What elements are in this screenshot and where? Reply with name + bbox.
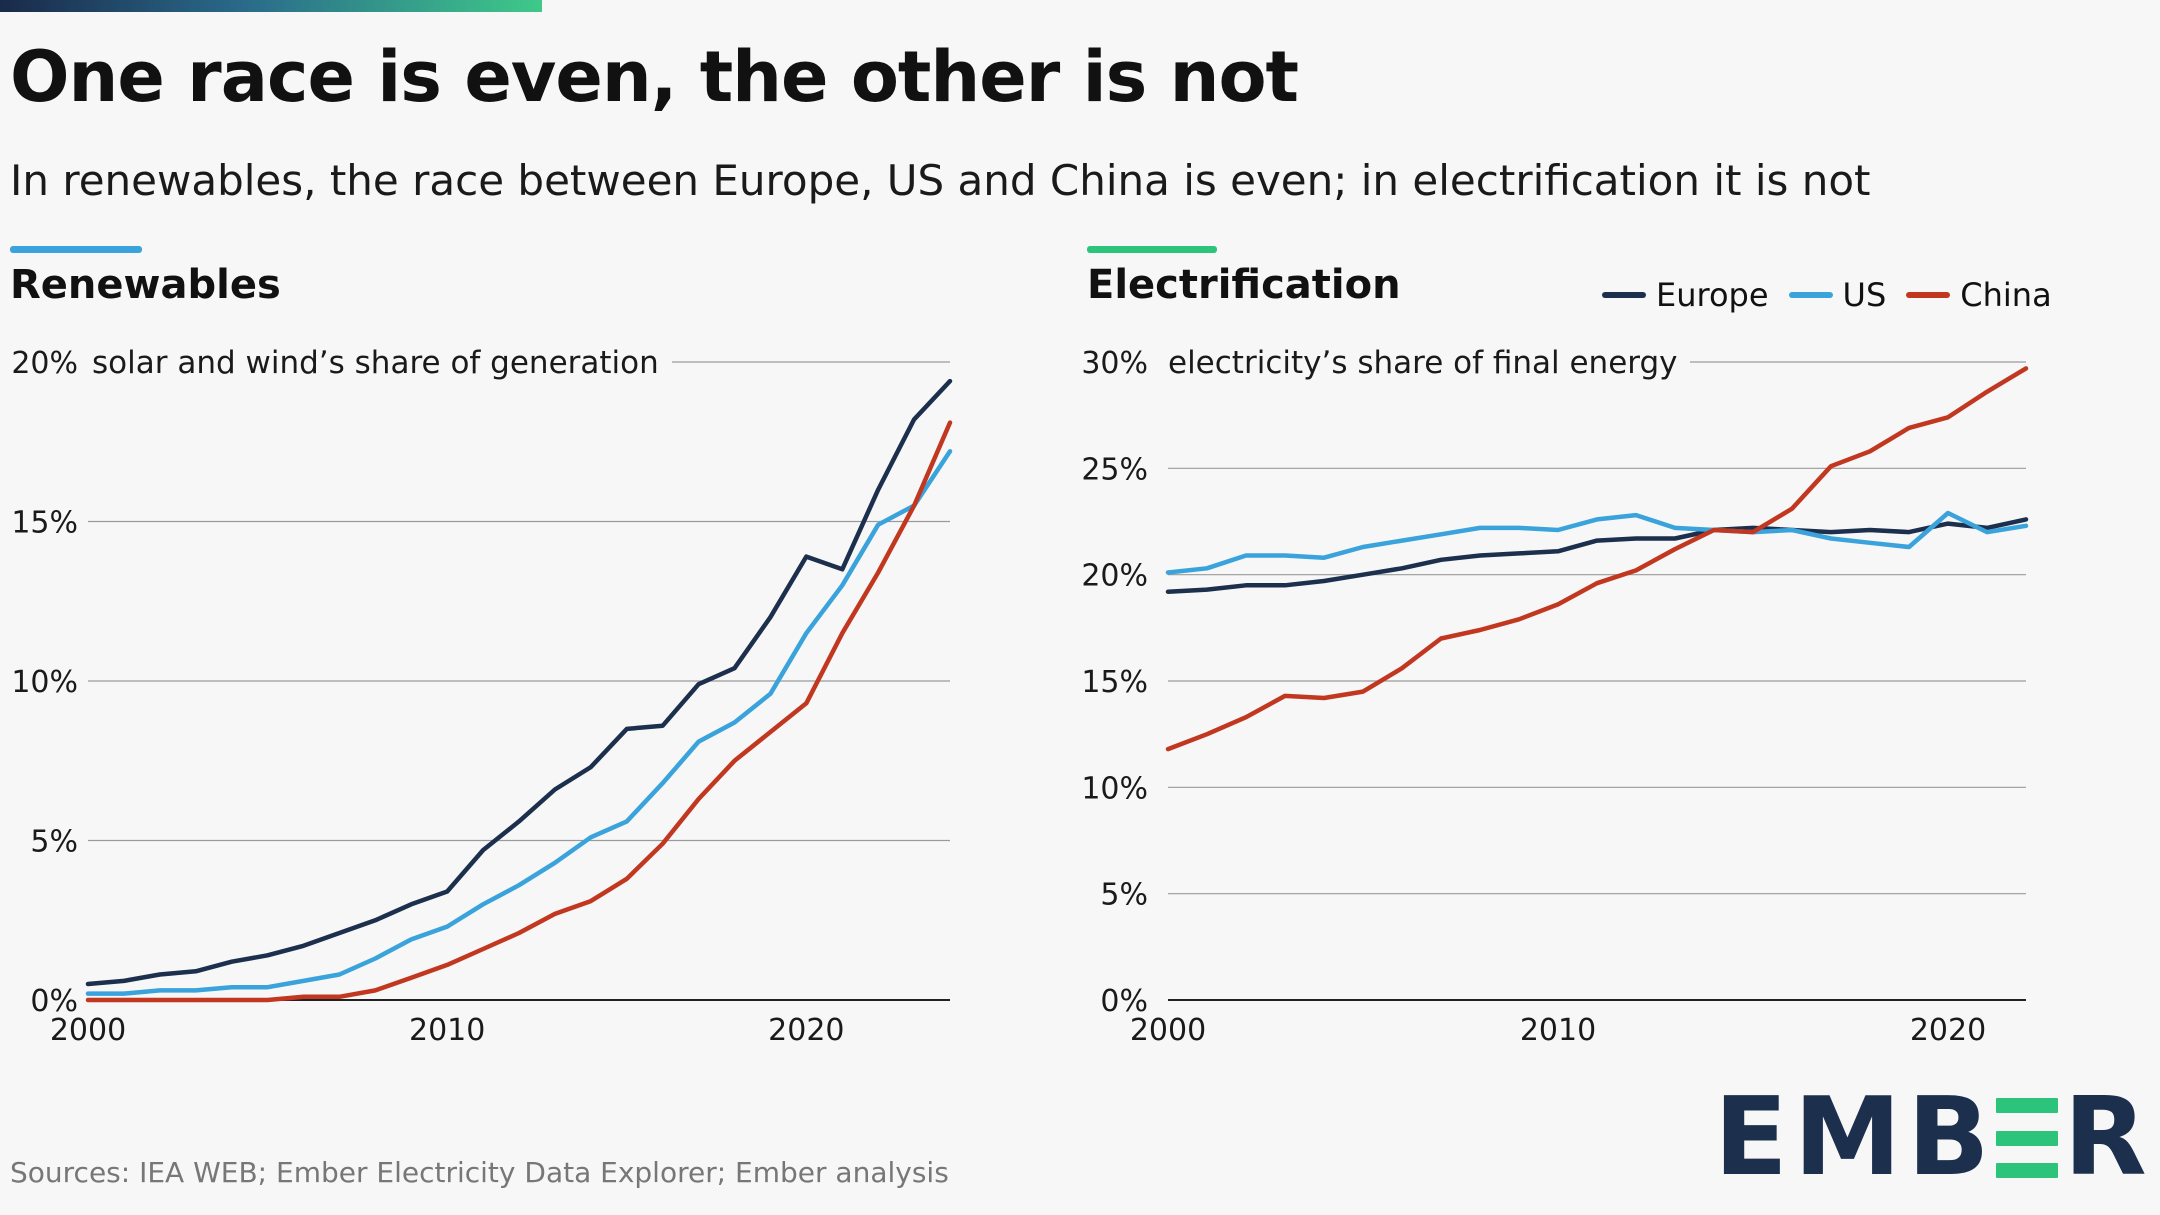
legend-swatch-us <box>1788 292 1833 298</box>
electrification-x-tick-label: 2020 <box>1910 1013 1986 1048</box>
legend-item-china: China <box>1906 276 2052 314</box>
electrification-y-tick-label: 20% <box>1081 559 1148 594</box>
chart-legend: Europe US China <box>1602 276 2052 314</box>
renewables-series-line-us <box>85 449 953 996</box>
renewables-x-tick-label: 2000 <box>50 1013 126 1048</box>
legend-item-europe: Europe <box>1602 276 1769 314</box>
legend-label-us: US <box>1842 276 1887 314</box>
electrification-y-axis-label: electricity’s share of final energy <box>1168 345 1678 381</box>
renewables-series-line-china <box>85 420 953 1003</box>
renewables-y-tick-label: 10% <box>11 665 78 700</box>
electrification-y-tick-label: 0% <box>1100 984 1148 1019</box>
renewables-y-tick-label: 5% <box>30 825 78 860</box>
electrification-accent-bar <box>1087 246 1217 253</box>
renewables-accent-bar <box>10 246 142 253</box>
renewables-y-tick-label: 0% <box>30 984 78 1019</box>
renewables-chart: 0% 5% 10% 15% 20% solar and wind’s share of g… <box>11 345 953 1048</box>
legend-swatch-europe <box>1602 292 1646 298</box>
electrification-x-tick-label: 2000 <box>1130 1013 1206 1048</box>
legend-label-europe: Europe <box>1656 276 1769 314</box>
legend-swatch-china <box>1906 292 1951 298</box>
electrification-x-tick-label: 2010 <box>1520 1013 1596 1048</box>
renewables-series-line-europe <box>85 378 953 987</box>
renewables-x-tick-label: 2010 <box>409 1013 485 1048</box>
electrification-y-tick-label: 5% <box>1100 878 1148 913</box>
electrification-y-tick-label: 10% <box>1081 771 1148 806</box>
top-accent-bar <box>0 0 542 12</box>
electrification-y-tick-label: 15% <box>1081 665 1148 700</box>
renewables-panel-title: Renewables <box>10 262 281 308</box>
electrification-y-tick-label: 25% <box>1081 452 1148 487</box>
renewables-y-tick-label: 15% <box>11 506 78 541</box>
page-subtitle: In renewables, the race between Europe, … <box>10 156 1871 205</box>
ember-logo: EMB R <box>1714 1075 2153 1200</box>
electrification-series-line-us <box>1165 510 2029 575</box>
page-title: One race is even, the other is not <box>10 36 1299 118</box>
electrification-panel-title: Electrification <box>1087 262 1401 308</box>
electrification-series-line-china <box>1165 366 2029 752</box>
renewables-x-tick-label: 2020 <box>768 1013 844 1048</box>
renewables-y-tick-label: 20% <box>11 346 78 381</box>
electrification-chart: 0% 5% 10% 15% 20% 25% 30% electricity’s share o… <box>1081 345 2029 1048</box>
legend-label-china: China <box>1960 276 2052 314</box>
logo-e-mark <box>1995 1098 2058 1178</box>
legend-item-us: US <box>1788 276 1887 314</box>
renewables-y-axis-label: solar and wind’s share of generation <box>92 345 659 381</box>
electrification-series-line-europe <box>1165 517 2029 594</box>
source-note: Sources: IEA WEB; Ember Electricity Data… <box>10 1156 949 1189</box>
electrification-y-tick-label: 30% <box>1081 346 1148 381</box>
